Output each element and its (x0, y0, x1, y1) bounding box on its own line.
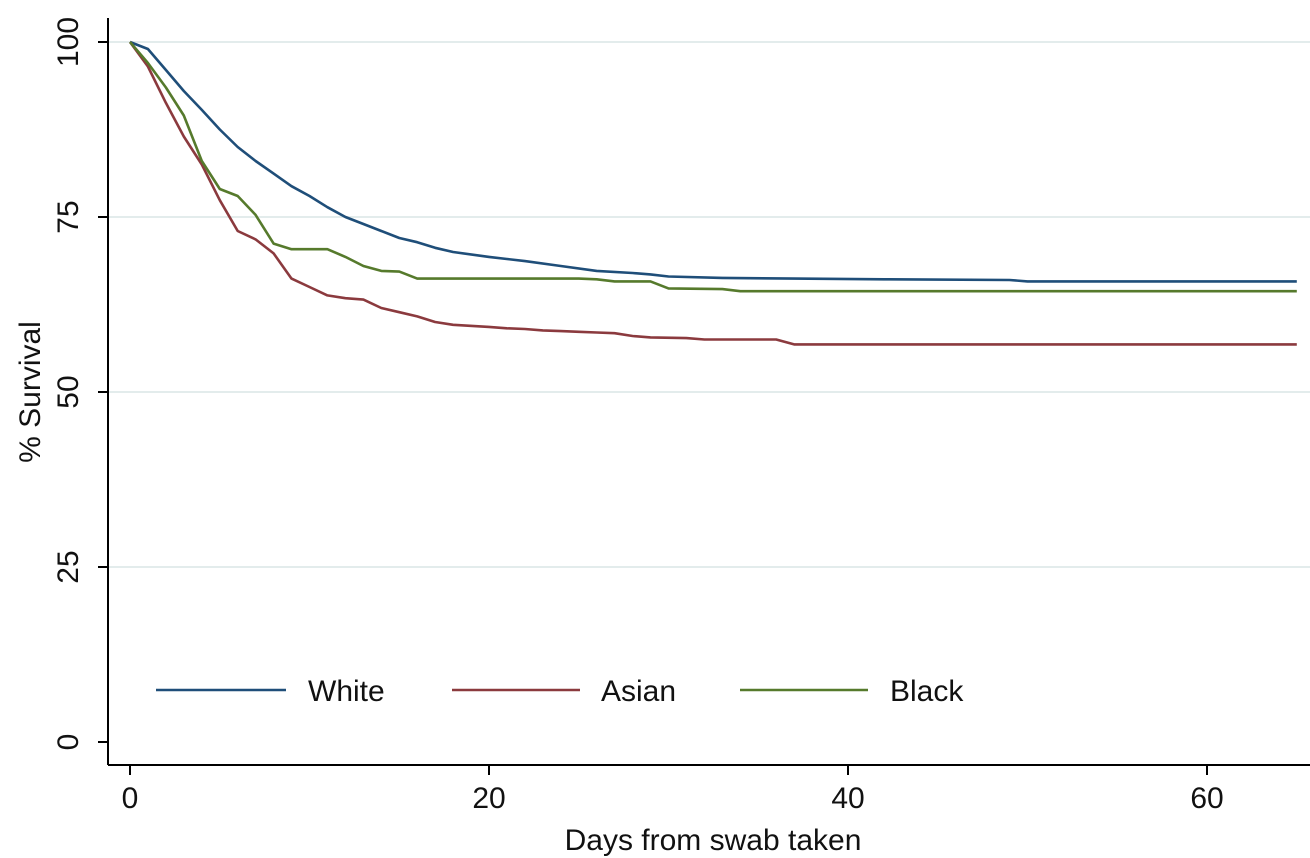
legend-label-black: Black (890, 675, 964, 708)
legend-label-asian: Asian (601, 675, 676, 708)
x-axis-title: Days from swab taken (565, 824, 862, 857)
legend-label-white: White (308, 675, 385, 708)
gridlines (108, 41, 1310, 568)
series-lines (128, 40, 1297, 346)
y-axis-title: % Survival (14, 321, 47, 463)
x-tick-label: 20 (472, 782, 505, 815)
series-line-black (129, 41, 1297, 293)
y-tick-label: 75 (52, 200, 85, 233)
series-line-white (129, 40, 1297, 283)
y-tick-label: 25 (52, 550, 85, 583)
legend: White Asian Black (156, 675, 964, 708)
x-tick-label: 0 (122, 782, 139, 815)
x-tick-label: 40 (831, 782, 864, 815)
ticks: 0 25 50 75 100 0 20 40 60 (52, 17, 1224, 815)
y-tick-label: 50 (52, 375, 85, 408)
y-tick-label: 0 (52, 734, 85, 751)
x-tick-label: 60 (1190, 782, 1223, 815)
y-tick-label: 100 (52, 17, 85, 67)
series-line-asian (128, 41, 1297, 346)
